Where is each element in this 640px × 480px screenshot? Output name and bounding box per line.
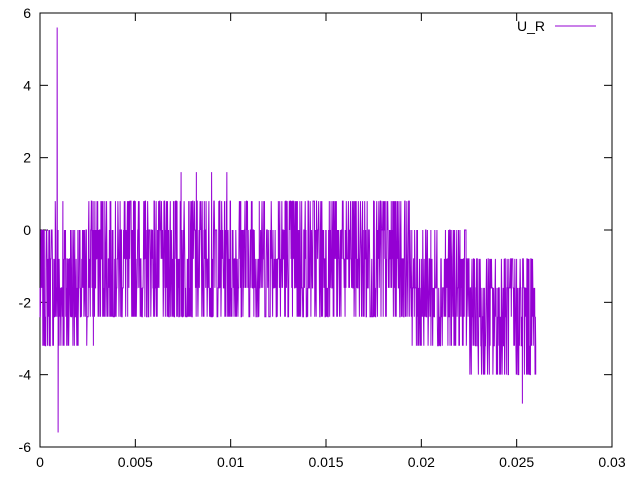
- x-tick-label: 0.005: [118, 454, 153, 470]
- series-line-u-r: [39, 27, 537, 433]
- y-tick-label: -4: [19, 367, 32, 383]
- x-tick-label: 0.02: [408, 454, 435, 470]
- x-axis: 0 0.005 0.01 0.015 0.02 0.025 0.03: [36, 13, 626, 470]
- y-tick-label: 2: [23, 150, 31, 166]
- x-tick-label: 0: [36, 454, 44, 470]
- legend-label: U_R: [517, 18, 545, 34]
- x-tick-label: 0.025: [499, 454, 534, 470]
- series-layer: [39, 27, 537, 433]
- y-tick-label: 6: [23, 5, 31, 21]
- x-tick-label: 0.01: [217, 454, 244, 470]
- y-tick-label: 0: [23, 222, 31, 238]
- legend: U_R: [517, 18, 596, 34]
- y-tick-label: 4: [23, 77, 31, 93]
- y-tick-label: -6: [19, 439, 32, 455]
- x-tick-label: 0.015: [308, 454, 343, 470]
- x-tick-label: 0.03: [598, 454, 625, 470]
- y-tick-label: -2: [19, 294, 32, 310]
